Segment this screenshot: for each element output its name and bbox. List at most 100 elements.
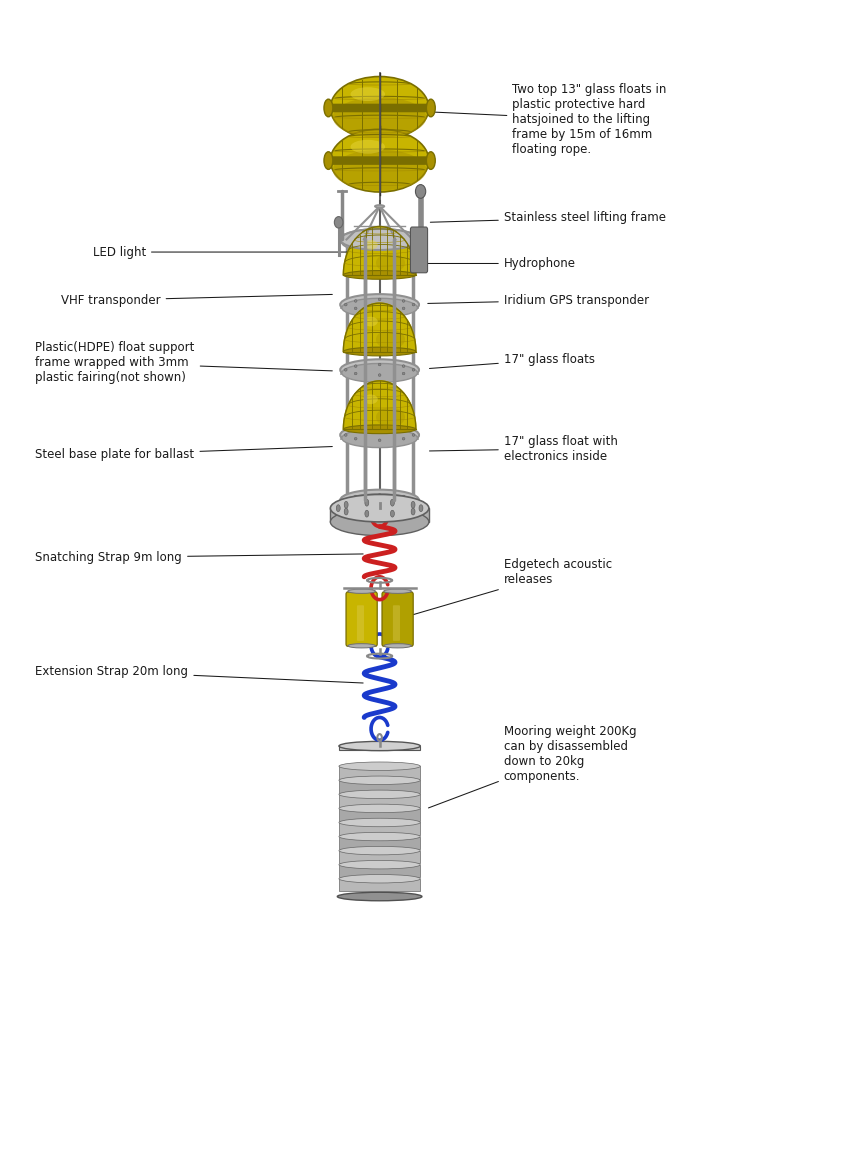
Ellipse shape [324, 99, 332, 117]
FancyBboxPatch shape [345, 592, 377, 646]
Ellipse shape [354, 502, 356, 506]
Ellipse shape [340, 424, 418, 446]
Ellipse shape [338, 847, 420, 855]
Ellipse shape [342, 363, 417, 383]
Ellipse shape [378, 309, 381, 311]
Ellipse shape [418, 504, 423, 511]
Ellipse shape [378, 439, 381, 441]
Ellipse shape [330, 494, 429, 522]
Ellipse shape [344, 369, 347, 371]
Ellipse shape [402, 300, 405, 302]
Ellipse shape [402, 372, 405, 375]
Ellipse shape [338, 861, 420, 869]
Ellipse shape [343, 347, 415, 356]
Ellipse shape [340, 294, 418, 315]
Ellipse shape [330, 77, 429, 139]
Ellipse shape [342, 233, 417, 252]
Ellipse shape [375, 408, 405, 427]
Bar [340, 239, 418, 245]
Bar [340, 500, 418, 504]
Ellipse shape [412, 303, 414, 306]
Ellipse shape [364, 510, 369, 517]
Ellipse shape [324, 152, 332, 169]
Bar [338, 809, 420, 820]
Polygon shape [343, 226, 415, 275]
Ellipse shape [402, 242, 405, 245]
Ellipse shape [354, 300, 356, 302]
Ellipse shape [426, 152, 435, 169]
Ellipse shape [347, 589, 375, 593]
Ellipse shape [375, 205, 384, 208]
Ellipse shape [378, 504, 381, 507]
Ellipse shape [332, 149, 426, 191]
FancyBboxPatch shape [329, 103, 430, 113]
Ellipse shape [362, 317, 377, 326]
Ellipse shape [330, 508, 429, 535]
Ellipse shape [344, 508, 348, 515]
Ellipse shape [342, 494, 417, 512]
Ellipse shape [354, 364, 356, 368]
Ellipse shape [354, 372, 356, 375]
Ellipse shape [344, 501, 348, 508]
Ellipse shape [390, 500, 394, 506]
FancyBboxPatch shape [356, 606, 363, 641]
Text: Stainless steel lifting frame: Stainless steel lifting frame [430, 211, 665, 224]
Text: Hydrophone: Hydrophone [412, 257, 575, 270]
Ellipse shape [362, 394, 377, 404]
Ellipse shape [402, 438, 405, 440]
Ellipse shape [402, 307, 405, 310]
Ellipse shape [412, 369, 414, 371]
FancyBboxPatch shape [329, 156, 430, 164]
Ellipse shape [375, 330, 405, 349]
Bar [330, 508, 429, 522]
Bar [338, 879, 420, 892]
Ellipse shape [354, 438, 356, 440]
Text: Edgetech acoustic
releases: Edgetech acoustic releases [404, 558, 611, 617]
Ellipse shape [354, 430, 356, 432]
Text: Steel base plate for ballast: Steel base plate for ballast [35, 447, 332, 461]
Text: Iridium GPS transponder: Iridium GPS transponder [427, 294, 648, 307]
Ellipse shape [340, 229, 418, 250]
Ellipse shape [340, 229, 418, 250]
Ellipse shape [412, 433, 414, 437]
Ellipse shape [378, 298, 381, 301]
Ellipse shape [378, 373, 381, 377]
Ellipse shape [383, 589, 411, 593]
Ellipse shape [412, 499, 414, 501]
Ellipse shape [402, 430, 405, 432]
Ellipse shape [375, 253, 405, 272]
Ellipse shape [411, 501, 414, 508]
Text: 17" glass floats: 17" glass floats [429, 353, 594, 369]
Ellipse shape [344, 499, 347, 501]
Ellipse shape [364, 500, 369, 506]
Ellipse shape [342, 429, 417, 448]
Text: Snatching Strap 9m long: Snatching Strap 9m long [35, 550, 362, 564]
Ellipse shape [350, 87, 385, 101]
Text: Plastic(HDPE) float support
frame wrapped with 3mm
plastic fairing(not shown): Plastic(HDPE) float support frame wrappe… [35, 341, 331, 385]
Ellipse shape [343, 270, 415, 279]
Ellipse shape [338, 832, 420, 841]
Ellipse shape [338, 791, 420, 799]
Ellipse shape [332, 97, 426, 138]
Ellipse shape [378, 244, 381, 246]
Ellipse shape [338, 762, 420, 771]
Ellipse shape [402, 234, 405, 237]
Polygon shape [343, 303, 415, 352]
Ellipse shape [340, 360, 418, 380]
Bar [338, 865, 420, 877]
Ellipse shape [426, 99, 435, 117]
Ellipse shape [412, 238, 414, 241]
Ellipse shape [337, 893, 421, 901]
Ellipse shape [338, 818, 420, 827]
Text: LED light: LED light [93, 246, 355, 259]
Ellipse shape [340, 489, 418, 510]
Text: Two top 13" glass floats in
plastic protective hard
hatsjoined to the lifting
fr: Two top 13" glass floats in plastic prot… [421, 83, 666, 156]
Ellipse shape [378, 429, 381, 431]
Ellipse shape [338, 776, 420, 785]
Ellipse shape [336, 504, 340, 511]
FancyBboxPatch shape [393, 606, 400, 641]
Text: 17" glass float with
electronics inside: 17" glass float with electronics inside [429, 434, 617, 463]
Ellipse shape [350, 140, 385, 154]
Ellipse shape [383, 643, 411, 648]
Ellipse shape [330, 129, 429, 192]
